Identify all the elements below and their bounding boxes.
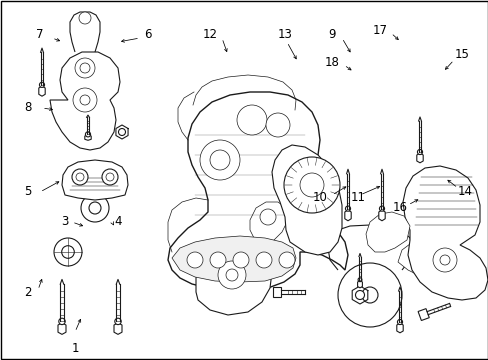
Circle shape xyxy=(79,12,91,24)
Circle shape xyxy=(80,63,90,73)
Polygon shape xyxy=(249,202,287,250)
Circle shape xyxy=(76,173,84,181)
Text: 16: 16 xyxy=(392,202,407,215)
Circle shape xyxy=(106,173,114,181)
Polygon shape xyxy=(62,160,128,200)
Circle shape xyxy=(59,318,65,325)
Circle shape xyxy=(73,88,97,112)
Text: 2: 2 xyxy=(24,285,32,298)
Circle shape xyxy=(265,113,289,137)
Text: 11: 11 xyxy=(350,192,365,204)
Circle shape xyxy=(81,194,109,222)
Circle shape xyxy=(225,269,238,281)
Circle shape xyxy=(80,95,90,105)
Circle shape xyxy=(75,58,95,78)
Circle shape xyxy=(186,252,203,268)
Polygon shape xyxy=(272,287,281,297)
Polygon shape xyxy=(357,281,362,288)
Circle shape xyxy=(397,319,402,325)
Polygon shape xyxy=(114,323,122,334)
Polygon shape xyxy=(271,145,341,255)
Text: 15: 15 xyxy=(454,49,468,62)
Circle shape xyxy=(432,248,456,272)
Text: 14: 14 xyxy=(457,185,471,198)
Circle shape xyxy=(345,206,350,211)
Text: 3: 3 xyxy=(61,216,68,229)
Polygon shape xyxy=(84,135,91,140)
Circle shape xyxy=(260,209,275,225)
Circle shape xyxy=(209,252,225,268)
Text: 9: 9 xyxy=(327,28,335,41)
Text: 17: 17 xyxy=(372,23,386,36)
Polygon shape xyxy=(50,52,120,150)
Text: 13: 13 xyxy=(277,28,292,41)
Circle shape xyxy=(337,263,401,327)
Circle shape xyxy=(209,150,229,170)
Circle shape xyxy=(417,149,422,154)
Circle shape xyxy=(218,261,245,289)
Polygon shape xyxy=(416,153,422,163)
Polygon shape xyxy=(172,236,295,282)
Circle shape xyxy=(256,252,271,268)
Text: 4: 4 xyxy=(114,216,122,229)
Circle shape xyxy=(361,287,377,303)
Polygon shape xyxy=(58,323,66,334)
Circle shape xyxy=(102,169,118,185)
Text: 7: 7 xyxy=(36,28,43,41)
Text: 1: 1 xyxy=(71,342,79,355)
Polygon shape xyxy=(397,242,437,275)
Polygon shape xyxy=(365,212,409,252)
Circle shape xyxy=(357,278,361,282)
Polygon shape xyxy=(168,92,347,290)
Circle shape xyxy=(237,105,266,135)
Circle shape xyxy=(40,82,44,87)
Circle shape xyxy=(439,255,449,265)
Circle shape xyxy=(72,169,88,185)
Circle shape xyxy=(115,318,121,325)
Polygon shape xyxy=(417,309,428,320)
Circle shape xyxy=(232,252,248,268)
Text: 18: 18 xyxy=(324,55,339,68)
Polygon shape xyxy=(39,86,45,96)
Circle shape xyxy=(379,206,384,211)
Polygon shape xyxy=(396,323,403,333)
Circle shape xyxy=(200,140,240,180)
Circle shape xyxy=(61,246,74,258)
Circle shape xyxy=(118,129,125,135)
Text: 5: 5 xyxy=(24,185,32,198)
Circle shape xyxy=(284,157,339,213)
Polygon shape xyxy=(344,210,350,221)
Circle shape xyxy=(85,132,90,137)
Text: 10: 10 xyxy=(312,192,327,204)
Circle shape xyxy=(355,291,364,300)
Polygon shape xyxy=(378,210,385,221)
Circle shape xyxy=(279,252,294,268)
Circle shape xyxy=(54,238,82,266)
Circle shape xyxy=(89,202,101,214)
Text: 8: 8 xyxy=(24,102,32,114)
Text: 12: 12 xyxy=(202,28,217,41)
Text: 6: 6 xyxy=(144,28,151,41)
Polygon shape xyxy=(402,166,487,300)
Circle shape xyxy=(299,173,324,197)
Polygon shape xyxy=(196,240,271,315)
